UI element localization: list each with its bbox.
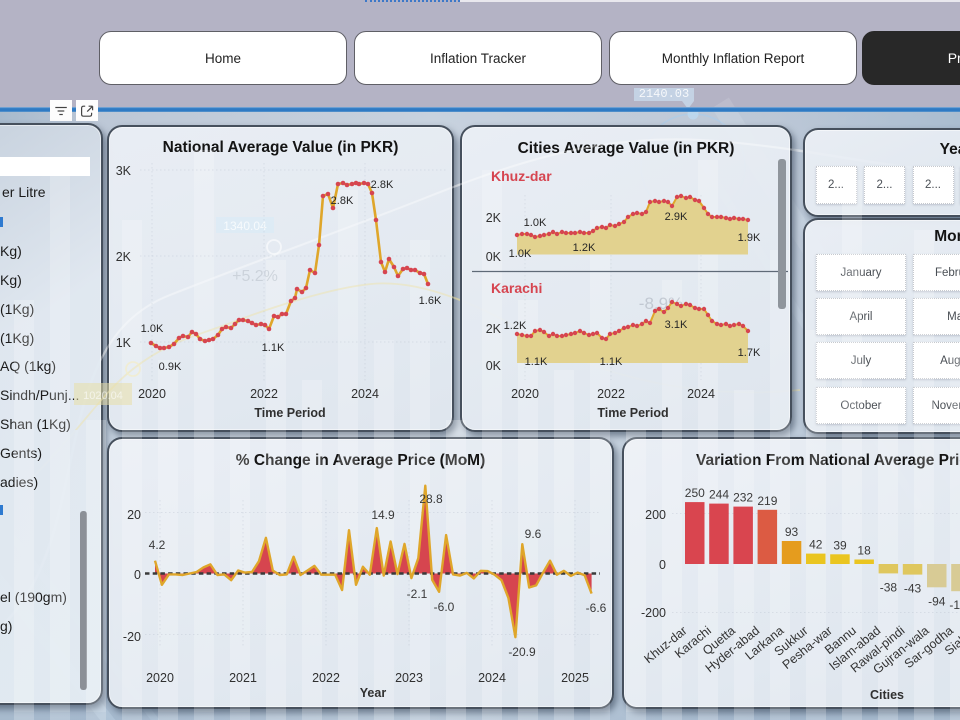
svg-text:3K: 3K <box>116 164 132 178</box>
svg-text:28.8: 28.8 <box>419 492 443 506</box>
svg-text:0: 0 <box>134 568 141 582</box>
svg-text:3.1K: 3.1K <box>665 319 688 331</box>
svg-text:-38: -38 <box>880 580 898 594</box>
svg-text:-20.9: -20.9 <box>508 645 536 659</box>
svg-text:1.0K: 1.0K <box>141 323 164 335</box>
svg-text:42: 42 <box>809 538 823 552</box>
svg-text:2025: 2025 <box>561 671 589 685</box>
svg-text:1.7K: 1.7K <box>738 347 761 359</box>
svg-text:2020: 2020 <box>146 671 174 685</box>
svg-text:1.9K: 1.9K <box>738 232 761 244</box>
svg-text:-94: -94 <box>928 594 946 608</box>
svg-text:Karachi: Karachi <box>491 280 542 296</box>
svg-text:244: 244 <box>709 488 729 502</box>
svg-text:+5.2%: +5.2% <box>232 268 278 285</box>
svg-text:1.6K: 1.6K <box>419 295 442 307</box>
svg-text:200: 200 <box>645 508 666 522</box>
svg-text:93: 93 <box>785 525 799 539</box>
svg-text:-20: -20 <box>123 630 141 644</box>
svg-text:2K: 2K <box>116 250 132 264</box>
svg-text:39: 39 <box>833 538 847 552</box>
svg-text:2.8K: 2.8K <box>371 179 394 191</box>
svg-text:1.1K: 1.1K <box>262 342 285 354</box>
svg-text:18: 18 <box>857 544 871 558</box>
svg-text:14.9: 14.9 <box>371 508 395 522</box>
svg-text:2K: 2K <box>486 211 502 225</box>
svg-text:0: 0 <box>659 558 666 572</box>
svg-text:20: 20 <box>127 508 141 522</box>
svg-text:1.2K: 1.2K <box>573 242 596 254</box>
svg-text:1.1K: 1.1K <box>525 356 548 368</box>
svg-text:-110: -110 <box>949 598 960 612</box>
svg-text:219: 219 <box>757 494 777 508</box>
svg-text:1.2K: 1.2K <box>504 320 527 332</box>
svg-text:2K: 2K <box>486 322 502 336</box>
svg-text:Year: Year <box>360 686 387 700</box>
svg-text:-2.1: -2.1 <box>407 587 428 601</box>
svg-text:1.0K: 1.0K <box>509 248 532 260</box>
svg-text:-6.0: -6.0 <box>434 600 455 614</box>
svg-text:1.0K: 1.0K <box>524 217 547 229</box>
svg-text:2024: 2024 <box>351 387 379 401</box>
svg-text:Time Period: Time Period <box>254 406 325 420</box>
svg-text:Khuz-dar: Khuz-dar <box>491 168 552 184</box>
svg-text:2024: 2024 <box>478 671 506 685</box>
svg-text:2022: 2022 <box>597 387 625 401</box>
svg-text:4.2: 4.2 <box>149 538 166 552</box>
svg-text:2.9K: 2.9K <box>665 211 688 223</box>
svg-text:1340.04: 1340.04 <box>223 219 267 233</box>
svg-text:1.1K: 1.1K <box>600 356 623 368</box>
svg-text:2020: 2020 <box>511 387 539 401</box>
svg-text:9.6: 9.6 <box>525 527 542 541</box>
svg-text:0.9K: 0.9K <box>159 361 182 373</box>
svg-text:250: 250 <box>685 486 705 500</box>
svg-text:-6.6: -6.6 <box>586 601 607 615</box>
svg-text:1K: 1K <box>116 336 132 350</box>
svg-text:0K: 0K <box>486 250 502 264</box>
svg-text:2.8K: 2.8K <box>331 195 354 207</box>
svg-text:2020: 2020 <box>138 387 166 401</box>
svg-text:232: 232 <box>733 491 753 505</box>
svg-text:Time Period: Time Period <box>597 406 668 420</box>
svg-text:2022: 2022 <box>312 671 340 685</box>
svg-text:0K: 0K <box>486 359 502 373</box>
svg-text:Cities: Cities <box>870 688 904 702</box>
svg-text:1020.04: 1020.04 <box>83 390 123 402</box>
svg-text:2023: 2023 <box>395 671 423 685</box>
svg-text:-43: -43 <box>904 582 922 596</box>
svg-text:2021: 2021 <box>229 671 257 685</box>
svg-text:2022: 2022 <box>250 387 278 401</box>
svg-text:2024: 2024 <box>687 387 715 401</box>
svg-text:-200: -200 <box>641 606 666 620</box>
